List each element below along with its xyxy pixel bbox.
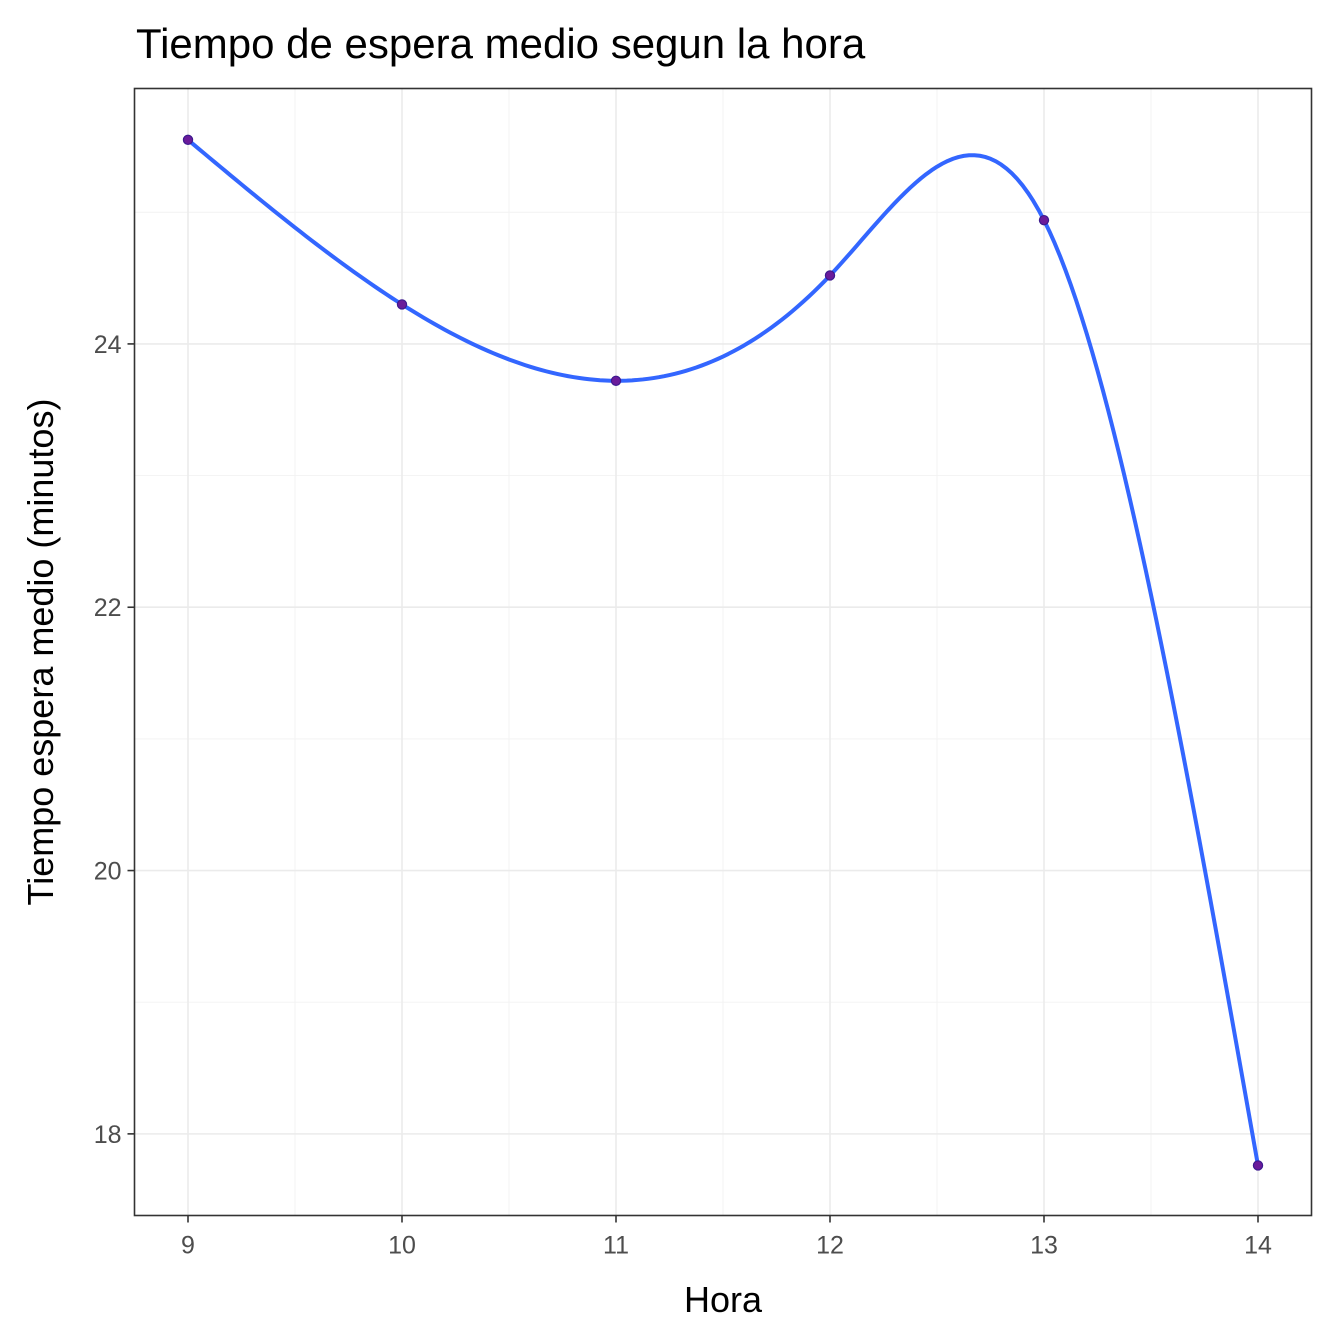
x-tick-label: 11 [603, 1232, 629, 1260]
x-tick-label: 14 [1244, 1232, 1272, 1260]
data-point [824, 270, 836, 281]
data-point [1252, 1160, 1264, 1171]
data-point [610, 375, 622, 386]
data-point [1038, 214, 1050, 226]
x-tick-label: 13 [1030, 1232, 1058, 1260]
y-axis-title: Tiempo espera medio (minutos) [20, 399, 61, 906]
chart-title: Tiempo de espera medio segun la hora [136, 20, 866, 67]
series-layer [186, 137, 1260, 1168]
y-tick-label: 20 [94, 858, 122, 886]
data-point [396, 299, 408, 310]
data-point [182, 134, 194, 146]
x-tick-label: 10 [388, 1232, 416, 1260]
smooth-trend-line [186, 137, 1260, 1168]
x-axis-title: Hora [684, 1279, 763, 1320]
y-tick-label: 22 [94, 594, 122, 622]
grid-lines [134, 88, 1312, 1216]
x-tick-label: 12 [816, 1232, 844, 1260]
x-tick-label: 9 [181, 1232, 195, 1260]
y-axis: 18 20 22 24 [94, 331, 135, 1149]
y-tick-label: 18 [94, 1121, 122, 1149]
x-axis: 9 10 11 12 13 14 [181, 1215, 1272, 1260]
panel-border [133, 87, 1313, 1217]
data-points [182, 134, 1264, 1171]
y-tick-label: 24 [94, 331, 122, 359]
